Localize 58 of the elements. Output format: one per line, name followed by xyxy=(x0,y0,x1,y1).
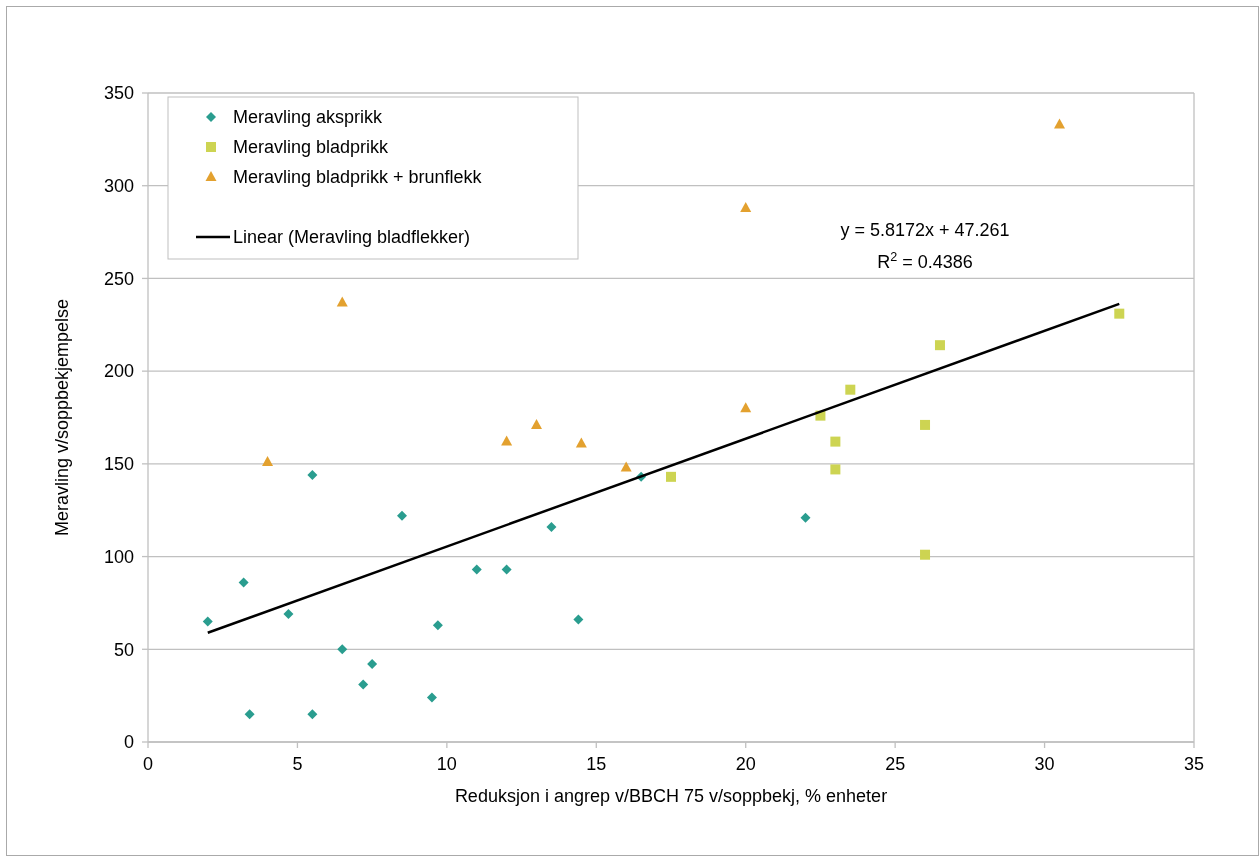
point xyxy=(575,437,587,448)
x-tick-label: 0 xyxy=(142,754,154,774)
annotation: y = 5.8172x + 47.261 xyxy=(840,220,1010,241)
point xyxy=(432,620,443,631)
x-tick-label: 10 xyxy=(436,754,457,774)
x-axis-title: Reduksjon i angrep v/BBCH 75 v/soppbekj, % enheter xyxy=(454,786,888,806)
point xyxy=(666,471,676,482)
point xyxy=(830,436,841,447)
point xyxy=(202,616,213,627)
y-tick-label: 150 xyxy=(103,454,134,475)
legend-label: Meravling bladprikk + brunflekk xyxy=(233,167,483,188)
point xyxy=(307,469,318,480)
point xyxy=(740,402,752,413)
y-tick-label: 300 xyxy=(103,176,134,197)
point xyxy=(1054,118,1066,129)
point xyxy=(501,435,513,446)
point xyxy=(367,659,378,670)
x-tick-label: 25 xyxy=(885,754,906,774)
point xyxy=(337,644,348,655)
point xyxy=(920,419,931,430)
point xyxy=(620,461,632,472)
x-tick-label: 35 xyxy=(1183,754,1205,774)
y-tick-label: 0 xyxy=(123,732,134,753)
point xyxy=(920,549,931,560)
x-tick-label: 5 xyxy=(292,754,303,774)
annotation: R$^{2}$ = 0.4386 xyxy=(877,250,973,273)
y-tick-label: 250 xyxy=(103,268,134,289)
point xyxy=(845,384,856,395)
point xyxy=(358,679,369,690)
legend-label: Meravling aksprikk xyxy=(233,107,384,128)
y-axis-title: Meravling v/soppbekjempelse xyxy=(52,298,72,537)
point xyxy=(573,614,584,625)
point xyxy=(336,296,348,307)
point xyxy=(283,609,294,620)
point xyxy=(501,564,512,575)
point xyxy=(531,418,543,429)
point xyxy=(471,564,482,575)
y-tick-label: 350 xyxy=(103,83,134,104)
point xyxy=(546,521,557,532)
point xyxy=(244,709,255,720)
point xyxy=(1114,308,1125,319)
point xyxy=(307,709,318,720)
point xyxy=(262,456,274,466)
x-tick-label: 30 xyxy=(1034,754,1055,774)
point xyxy=(830,464,841,475)
point xyxy=(800,512,811,523)
legend-label: Linear (Meravling bladflekker) xyxy=(233,227,471,248)
legend-label: Meravling bladprikk xyxy=(233,137,390,158)
point xyxy=(740,201,752,212)
point xyxy=(426,692,437,703)
point xyxy=(238,577,249,588)
x-tick-label: 20 xyxy=(735,754,756,774)
y-tick-label: 50 xyxy=(113,639,134,660)
y-tick-label: 100 xyxy=(103,546,134,567)
x-tick-label: 15 xyxy=(586,754,607,774)
point xyxy=(397,510,408,521)
point xyxy=(934,340,945,351)
y-tick-label: 200 xyxy=(103,361,134,382)
